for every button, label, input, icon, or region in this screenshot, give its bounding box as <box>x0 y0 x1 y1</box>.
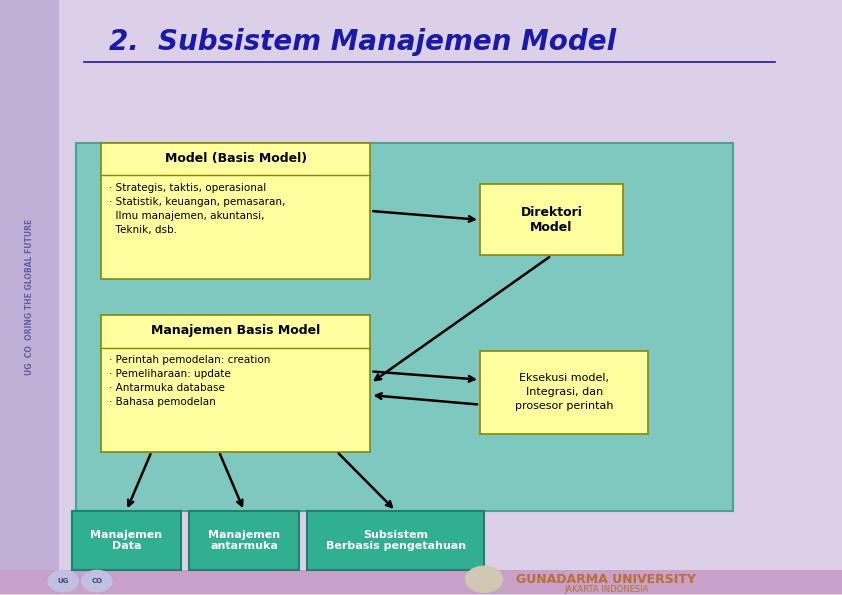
Circle shape <box>466 566 503 593</box>
FancyBboxPatch shape <box>480 184 623 255</box>
Text: Direktori
Model: Direktori Model <box>520 206 583 234</box>
FancyBboxPatch shape <box>76 143 733 511</box>
Text: · Perintah pemodelan: creation
· Pemeliharaan: update
· Antarmuka database
· Bah: · Perintah pemodelan: creation · Pemelih… <box>109 355 271 408</box>
Text: Manajemen
Data: Manajemen Data <box>90 530 163 552</box>
Circle shape <box>82 571 112 592</box>
FancyBboxPatch shape <box>101 315 370 452</box>
Circle shape <box>48 571 78 592</box>
Text: Model (Basis Model): Model (Basis Model) <box>165 152 306 165</box>
FancyBboxPatch shape <box>307 511 484 571</box>
FancyBboxPatch shape <box>0 571 842 594</box>
Text: UG: UG <box>57 578 69 584</box>
Text: 2.  Subsistem Manajemen Model: 2. Subsistem Manajemen Model <box>109 27 616 55</box>
FancyBboxPatch shape <box>72 511 181 571</box>
Text: GUNADARMA UNIVERSITY: GUNADARMA UNIVERSITY <box>516 573 696 586</box>
FancyBboxPatch shape <box>189 511 299 571</box>
Text: Manajemen
antarmuka: Manajemen antarmuka <box>208 530 280 552</box>
Text: · Strategis, taktis, operasional
· Statistik, keuangan, pemasaran,
  Ilmu manaje: · Strategis, taktis, operasional · Stati… <box>109 183 285 235</box>
FancyBboxPatch shape <box>480 350 648 434</box>
Text: JAKARTA INDONESIA: JAKARTA INDONESIA <box>564 585 648 594</box>
FancyBboxPatch shape <box>0 0 59 594</box>
Text: Eksekusi model,
Integrasi, dan
prosesor perintah: Eksekusi model, Integrasi, dan prosesor … <box>515 373 613 411</box>
Text: CO: CO <box>91 578 103 584</box>
Text: UG  CO  ORING THE GLOBAL FUTURE: UG CO ORING THE GLOBAL FUTURE <box>25 219 34 375</box>
Text: Subsistem
Berbasis pengetahuan: Subsistem Berbasis pengetahuan <box>326 530 466 552</box>
FancyBboxPatch shape <box>101 143 370 279</box>
Text: Manajemen Basis Model: Manajemen Basis Model <box>151 324 321 337</box>
